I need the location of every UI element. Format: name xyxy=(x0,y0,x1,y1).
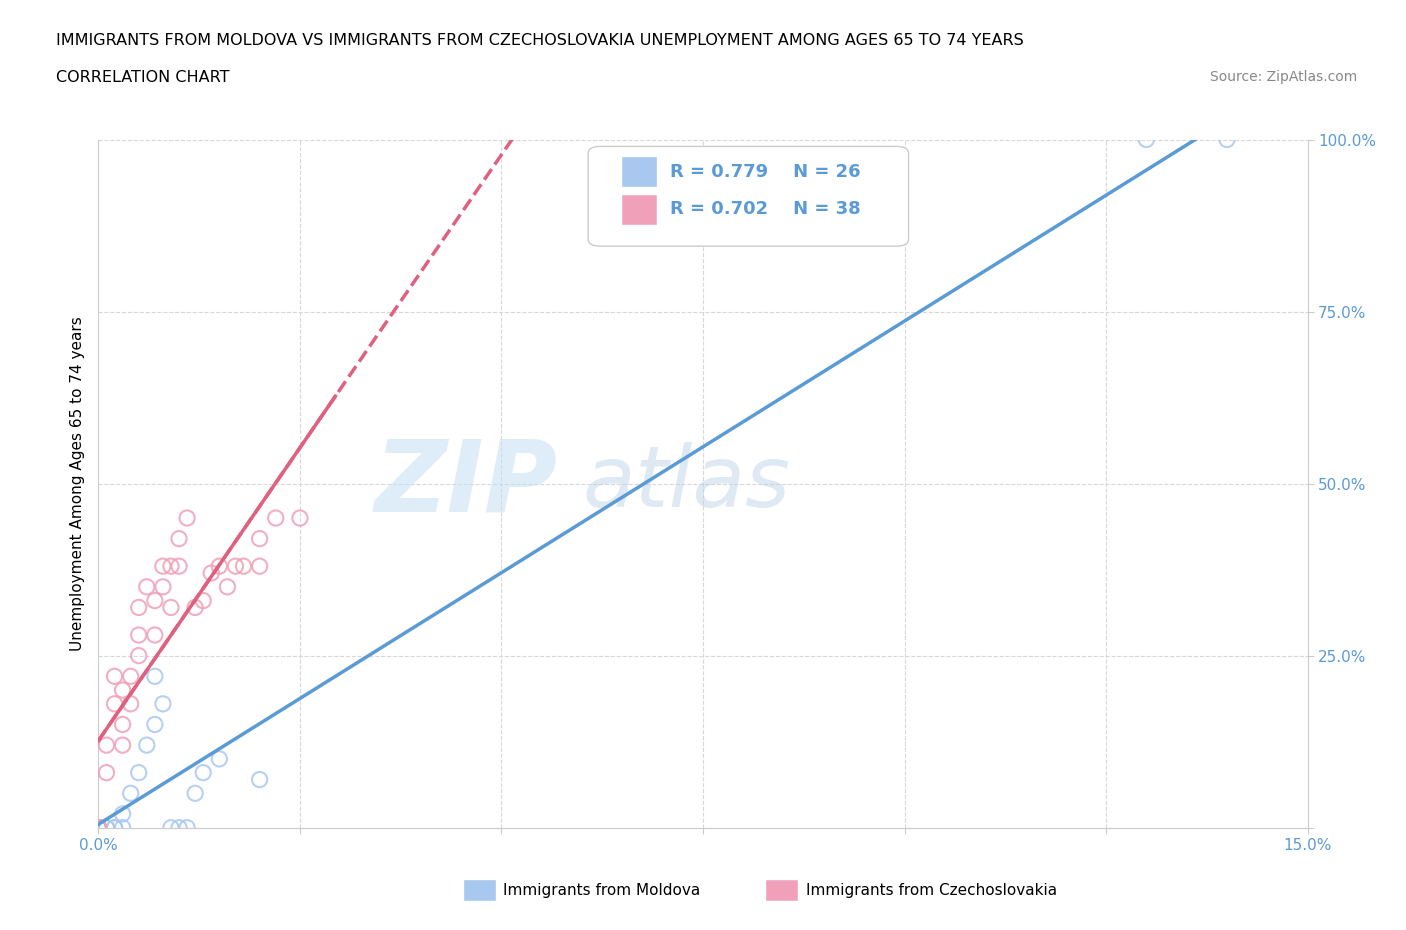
Text: CORRELATION CHART: CORRELATION CHART xyxy=(56,70,229,85)
Point xyxy=(128,600,150,615)
Point xyxy=(111,717,134,732)
Point xyxy=(143,593,166,608)
Point xyxy=(143,669,166,684)
Point xyxy=(152,559,174,574)
Text: atlas: atlas xyxy=(582,442,790,525)
Point xyxy=(208,751,231,766)
Point xyxy=(103,820,125,835)
Point xyxy=(87,820,110,835)
Point xyxy=(128,765,150,780)
Point xyxy=(103,669,125,684)
Point xyxy=(176,820,198,835)
Text: R = 0.779    N = 26: R = 0.779 N = 26 xyxy=(671,163,860,180)
Point xyxy=(96,820,118,835)
Point xyxy=(87,820,110,835)
Point xyxy=(135,579,157,594)
Text: Immigrants from Moldova: Immigrants from Moldova xyxy=(503,884,700,898)
Point xyxy=(184,600,207,615)
Point xyxy=(160,600,183,615)
Point xyxy=(143,717,166,732)
Point xyxy=(167,531,190,546)
Point xyxy=(128,628,150,643)
Point xyxy=(87,820,110,835)
Text: IMMIGRANTS FROM MOLDOVA VS IMMIGRANTS FROM CZECHOSLOVAKIA UNEMPLOYMENT AMONG AGE: IMMIGRANTS FROM MOLDOVA VS IMMIGRANTS FR… xyxy=(56,33,1024,47)
Point xyxy=(288,511,311,525)
Text: Immigrants from Czechoslovakia: Immigrants from Czechoslovakia xyxy=(806,884,1057,898)
Point xyxy=(160,820,183,835)
Point xyxy=(120,786,142,801)
Point xyxy=(249,559,271,574)
Point xyxy=(87,820,110,835)
Point xyxy=(111,806,134,821)
Point xyxy=(152,697,174,711)
Point xyxy=(167,820,190,835)
Point xyxy=(193,593,215,608)
Point xyxy=(87,820,110,835)
Bar xyxy=(621,157,655,186)
Point xyxy=(208,559,231,574)
Point xyxy=(111,683,134,698)
Point xyxy=(120,669,142,684)
Point xyxy=(152,579,174,594)
Point xyxy=(176,511,198,525)
Point xyxy=(96,737,118,752)
Point xyxy=(103,697,125,711)
Y-axis label: Unemployment Among Ages 65 to 74 years: Unemployment Among Ages 65 to 74 years xyxy=(69,316,84,651)
Point xyxy=(135,737,157,752)
FancyBboxPatch shape xyxy=(588,146,908,246)
Point xyxy=(1216,132,1239,147)
Bar xyxy=(621,195,655,224)
Point xyxy=(224,559,246,574)
Point xyxy=(111,737,134,752)
Point xyxy=(249,772,271,787)
Point xyxy=(143,628,166,643)
Text: ZIP: ZIP xyxy=(375,435,558,532)
Point xyxy=(87,820,110,835)
Text: Source: ZipAtlas.com: Source: ZipAtlas.com xyxy=(1209,70,1357,84)
Point xyxy=(249,531,271,546)
Point xyxy=(160,559,183,574)
Point xyxy=(87,820,110,835)
Point xyxy=(128,648,150,663)
Point xyxy=(167,559,190,574)
Point xyxy=(96,820,118,835)
Point xyxy=(111,820,134,835)
Point xyxy=(193,765,215,780)
Point xyxy=(87,820,110,835)
Point xyxy=(232,559,254,574)
Point xyxy=(264,511,287,525)
Point xyxy=(217,579,239,594)
Point xyxy=(87,820,110,835)
Point xyxy=(120,697,142,711)
Point xyxy=(200,565,222,580)
Point xyxy=(103,820,125,835)
Text: R = 0.702    N = 38: R = 0.702 N = 38 xyxy=(671,200,860,219)
Point xyxy=(184,786,207,801)
Point xyxy=(1135,132,1157,147)
Point xyxy=(87,820,110,835)
Point xyxy=(96,765,118,780)
